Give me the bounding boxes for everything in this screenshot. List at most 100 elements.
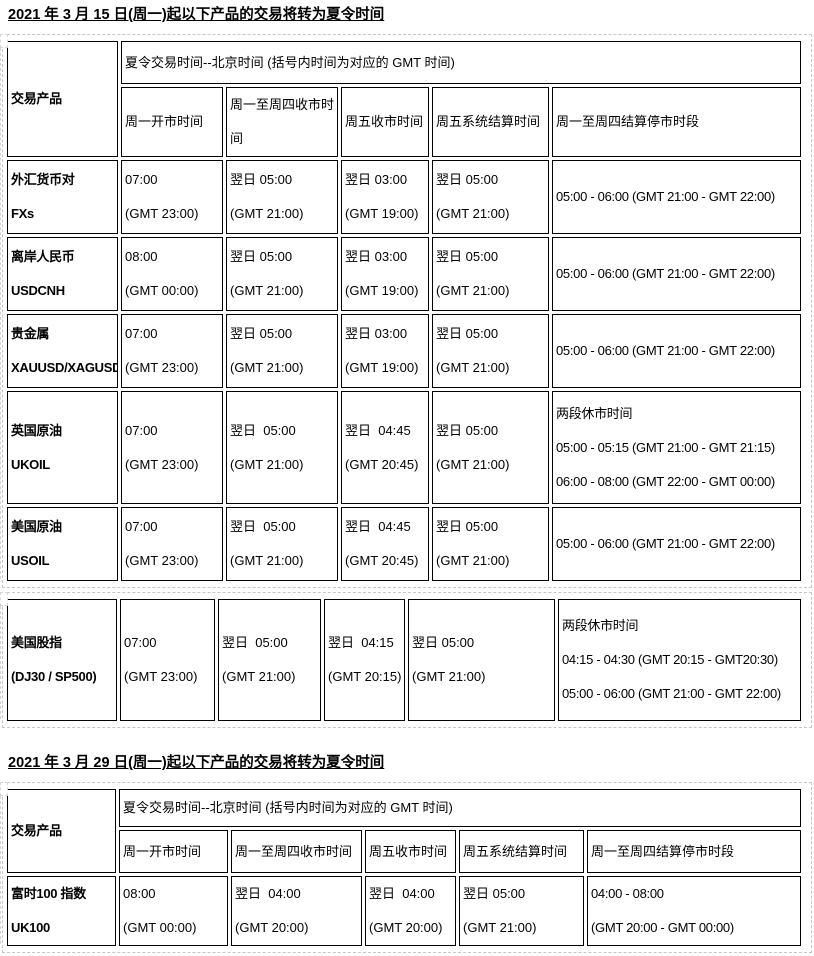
cell-line: 翌日 03:00 [345,326,408,342]
cell-line: (GMT 23:00) [124,669,198,685]
cell-line: 翌日 05:00 [230,172,293,188]
cell-line: 夏令交易时间--北京时间 (括号内时间为对应的 GMT 时间) [125,54,455,70]
cell-monday-open-time: 07:00 (GMT 23:00) [120,599,215,722]
table-row-ukoil: 英国原油 UKOIL 07:00 (GMT 23:00) 翌日 05:00 (G… [7,391,802,505]
table-row-usdcnh: 离岸人民币 USDCNH 08:00 (GMT 00:00) 翌日 05:00 … [7,237,802,312]
cell-line: (GMT 21:00) [230,360,304,376]
header-monday-open: 周一开市时间 [119,830,228,874]
cell-line: 04:00 - 08:00 [591,886,664,902]
cell-line: 05:00 - 06:00 (GMT 21:00 - GMT 22:00) [556,266,775,282]
cell-line: 07:00 [125,519,158,535]
cell-line: (GMT 21:00) [463,920,537,936]
cell-line: 贵金属 [11,326,50,342]
cell-line: 夏令交易时间--北京时间 (括号内时间为对应的 GMT 时间) [123,800,453,816]
cell-settlement-halt-period: 05:00 - 06:00 (GMT 21:00 - GMT 22:00) [552,507,802,582]
header-settlement-halt: 周一至周四结算停市时段 [552,87,802,158]
cell-friday-close-time: 翌日 04:45 (GMT 20:45) [341,391,429,505]
cell-product: 外汇货币对 FXs [7,160,118,235]
dst-table-mar15-usindex: 美国股指 (DJ30 / SP500) 07:00 (GMT 23:00) 翌日… [4,596,804,724]
cell-line: (GMT 19:00) [345,360,419,376]
cell-friday-settlement-time: 翌日 05:00 (GMT 21:00) [432,507,549,582]
cell-line: 周五收市时间 [345,114,424,130]
table-row-fxs: 外汇货币对 FXs 07:00 (GMT 23:00) 翌日 05:00 (GM… [7,160,802,235]
table-row-uk100: 富时100 指数 UK100 08:00 (GMT 00:00) 翌日 04:0… [7,876,802,947]
cell-monday-open-time: 08:00 (GMT 00:00) [119,876,228,947]
section-title-mar15: 2021 年 3 月 15 日(周一)起以下产品的交易将转为夏令时间 [8,7,385,23]
cell-mon-thu-close-time: 翌日 05:00 (GMT 21:00) [218,599,321,722]
cell-friday-close-time: 翌日 03:00 (GMT 19:00) [341,160,429,235]
cell-friday-close-time: 翌日 03:00 (GMT 19:00) [341,237,429,312]
cell-mon-thu-close-time: 翌日 05:00 (GMT 21:00) [226,391,338,505]
cell-mon-thu-close-time: 翌日 05:00 (GMT 21:00) [226,237,338,312]
cell-line: (GMT 19:00) [345,283,419,299]
cell-line: 07:00 [125,422,158,438]
header-friday-settlement: 周五系统结算时间 [432,87,549,158]
cell-settlement-halt-period: 05:00 - 06:00 (GMT 21:00 - GMT 22:00) [552,237,802,312]
cell-product: 离岸人民币 USDCNH [7,237,118,312]
cell-product: 富时100 指数 UK100 [7,876,116,947]
cell-line: 离岸人民币 [11,249,75,265]
cell-line: (GMT 21:00) [436,360,510,376]
cell-line: 翌日 04:00 [369,886,435,902]
cell-line: (GMT 20:45) [345,456,419,472]
cell-line: (GMT 23:00) [125,206,199,222]
cell-product: 英国原油 UKOIL [7,391,118,505]
cell-line: 翌日 05:00 [230,422,296,438]
cell-line: 周一至周四结算停市时段 [556,114,700,130]
header-mon-thu-close: 周一至周四收市时间 [231,830,362,874]
cell-line: 04:15 - 04:30 (GMT 20:15 - GMT20:30) [562,652,778,668]
cell-monday-open-time: 08:00 (GMT 00:00) [121,237,223,312]
cell-line: (GMT 20:15) [328,669,402,685]
cell-friday-close-time: 翌日 04:00 (GMT 20:00) [365,876,456,947]
cell-line: 翌日 05:00 [436,249,499,265]
table-row-usoil: 美国原油 USOIL 07:00 (GMT 23:00) 翌日 05:00 (G… [7,507,802,582]
table-header-row-1: 交易产品 夏令交易时间--北京时间 (括号内时间为对应的 GMT 时间) [7,41,802,158]
cell-line: 05:00 - 06:00 (GMT 21:00 - GMT 22:00) [556,343,775,359]
cell-product: 美国股指 (DJ30 / SP500) [7,599,117,722]
cell-line: 周一开市时间 [123,843,202,859]
cell-line: UK100 [11,920,50,936]
table-row-usindex: 美国股指 (DJ30 / SP500) 07:00 (GMT 23:00) 翌日… [7,599,801,722]
cell-line: 08:00 [125,249,158,265]
section-title-mar29: 2021 年 3 月 29 日(周一)起以下产品的交易将转为夏令时间 [8,755,385,772]
table2-wrapper: 交易产品 夏令交易时间--北京时间 (括号内时间为对应的 GMT 时间) 周一开… [0,782,812,954]
cell-line: 翌日 05:00 [463,886,526,902]
cell-line: 翌日 03:00 [345,172,408,188]
dst-table-mar15: 交易产品 夏令交易时间--北京时间 (括号内时间为对应的 GMT 时间) 周一开… [4,38,804,584]
cell-mon-thu-close-time: 翌日 05:00 (GMT 21:00) [226,314,338,389]
cell-line: 翌日 03:00 [345,249,408,265]
table1-wrapper: 交易产品 夏令交易时间--北京时间 (括号内时间为对应的 GMT 时间) 周一开… [0,34,812,589]
cell-line: USDCNH [11,283,65,299]
table1-usindex-wrapper: 美国股指 (DJ30 / SP500) 07:00 (GMT 23:00) 翌日… [0,592,812,729]
cell-line: 06:00 - 08:00 (GMT 22:00 - GMT 00:00) [556,473,775,489]
cell-line: USOIL [11,553,50,569]
cell-mon-thu-close-time: 翌日 05:00 (GMT 21:00) [226,160,338,235]
cell-line: 翌日 04:15 [328,635,394,651]
header-friday-settlement: 周五系统结算时间 [459,830,584,874]
cell-line: (GMT 19:00) [345,206,419,222]
cell-line: (GMT 21:00) [436,283,510,299]
cell-line: 周一开市时间 [125,114,204,130]
cell-line: 翌日 05:00 [222,635,288,651]
cell-line: (GMT 21:00) [412,669,486,685]
header-dst-span: 夏令交易时间--北京时间 (括号内时间为对应的 GMT 时间) [121,41,802,85]
cell-line: (GMT 23:00) [125,456,199,472]
cell-line: 周五系统结算时间 [436,114,541,130]
cell-settlement-halt-period: 两段休市时间 05:00 - 05:15 (GMT 21:00 - GMT 21… [552,391,802,505]
cell-line: 翌日 05:00 [436,422,499,438]
cell-settlement-halt-period: 05:00 - 06:00 (GMT 21:00 - GMT 22:00) [552,160,802,235]
cell-monday-open-time: 07:00 (GMT 23:00) [121,507,223,582]
cell-friday-settlement-time: 翌日 05:00 (GMT 21:00) [432,237,549,312]
table-header-row-2: 周一开市时间 周一至周四收市时间 周五收市时间 周五系统结算时间 周一至周四结算… [7,830,802,874]
cell-line: 美国股指 [11,635,62,651]
header-friday-close: 周五收市时间 [365,830,456,874]
cell-mon-thu-close-time: 翌日 05:00 (GMT 21:00) [226,507,338,582]
cell-line: XAUUSD/XAGUSD [11,360,118,376]
cell-line: (GMT 21:00) [230,456,304,472]
cell-line: 翌日 05:00 [230,326,293,342]
cell-line: 交易产品 [11,91,62,107]
cell-line: (GMT 20:00 - GMT 00:00) [591,920,734,936]
cell-line: 两段休市时间 [562,618,639,634]
cell-friday-settlement-time: 翌日 05:00 (GMT 21:00) [432,160,549,235]
cell-line: 05:00 - 06:00 (GMT 21:00 - GMT 22:00) [556,189,775,205]
